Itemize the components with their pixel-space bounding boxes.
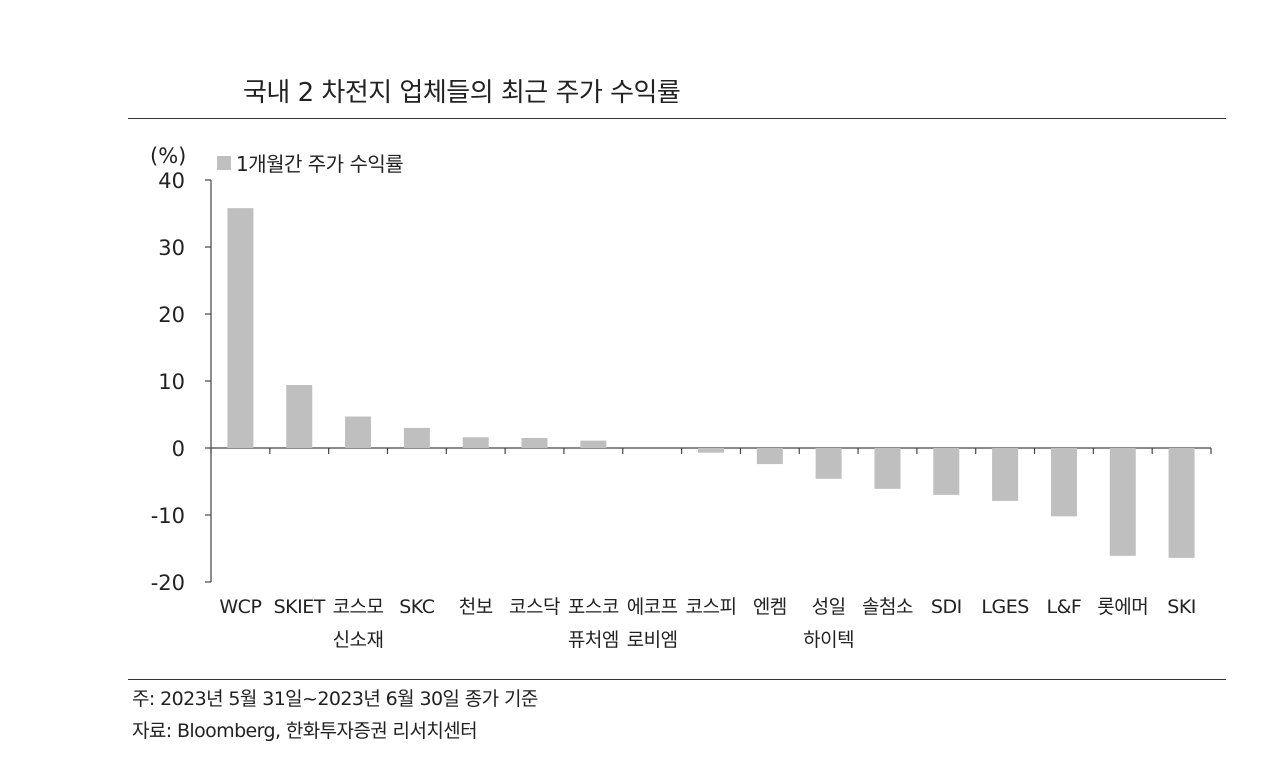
bar [815, 448, 842, 479]
footnote: 주: 2023년 5월 31일~2023년 6월 30일 종가 기준 [132, 688, 538, 710]
y-tick-label: 10 [158, 370, 185, 394]
bar [580, 440, 607, 448]
bar [874, 448, 901, 489]
x-tick-label: LGES [981, 596, 1028, 618]
x-tick-label: SKIET [274, 596, 326, 618]
bar [462, 437, 489, 448]
legend-swatch [217, 156, 231, 170]
x-tick-label: SKI [1167, 596, 1196, 618]
y-unit-label: (%) [150, 144, 186, 168]
x-tick-label: 신소재 [333, 629, 384, 651]
x-tick-label: 에코프 [627, 596, 678, 618]
bars [227, 208, 1195, 558]
x-tick-label: L&F [1047, 596, 1082, 618]
bar [286, 385, 313, 448]
y-tick-label: 0 [172, 437, 185, 461]
x-tick-label: 코스닥 [509, 596, 560, 618]
x-tick-label: 솔첨소 [862, 596, 913, 618]
bar [345, 416, 372, 448]
x-tick-label: 퓨처엠 [568, 629, 619, 651]
bar [521, 437, 548, 448]
x-tick-label: SDI [931, 596, 962, 618]
bottom-rule [128, 679, 1226, 680]
y-tick-label: 30 [158, 236, 185, 260]
x-tick-label: 포스코 [568, 596, 619, 618]
x-tick-label: 코스모 [333, 596, 384, 618]
x-tick-label: WCP [219, 596, 261, 618]
axes: 40 30 20 10 0 -10 -20 [151, 169, 1212, 595]
top-rule [128, 118, 1226, 119]
bar [933, 448, 960, 495]
y-tick-label: 20 [158, 303, 185, 327]
bar [698, 448, 724, 453]
chart-title: 국내 2 차전지 업체들의 최근 주가 수익률 [243, 78, 681, 108]
y-tick-label: -10 [151, 504, 185, 528]
source-note: 자료: Bloomberg, 한화투자증권 리서치센터 [132, 720, 478, 742]
bar [756, 448, 783, 465]
bar [227, 208, 254, 448]
bar [403, 427, 430, 448]
legend-label: 1개월간 주가 수익률 [236, 152, 403, 176]
bar [1168, 448, 1195, 558]
y-tick-label: -20 [151, 571, 185, 595]
y-tick-label: 40 [158, 169, 185, 193]
bar [1050, 448, 1077, 517]
bar [1109, 448, 1136, 556]
bar [992, 448, 1019, 501]
x-tick-label: 로비엠 [627, 629, 678, 651]
x-tick-label: 롯에머 [1097, 596, 1148, 618]
x-tick-label: 천보 [459, 596, 493, 618]
x-tick-label: SKC [399, 596, 434, 618]
x-tick-label: 하이텍 [803, 629, 854, 651]
x-tick-label: 코스피 [686, 596, 737, 618]
x-tick-label: 성일 [812, 596, 846, 618]
x-tick-label: 엔켐 [753, 596, 787, 618]
